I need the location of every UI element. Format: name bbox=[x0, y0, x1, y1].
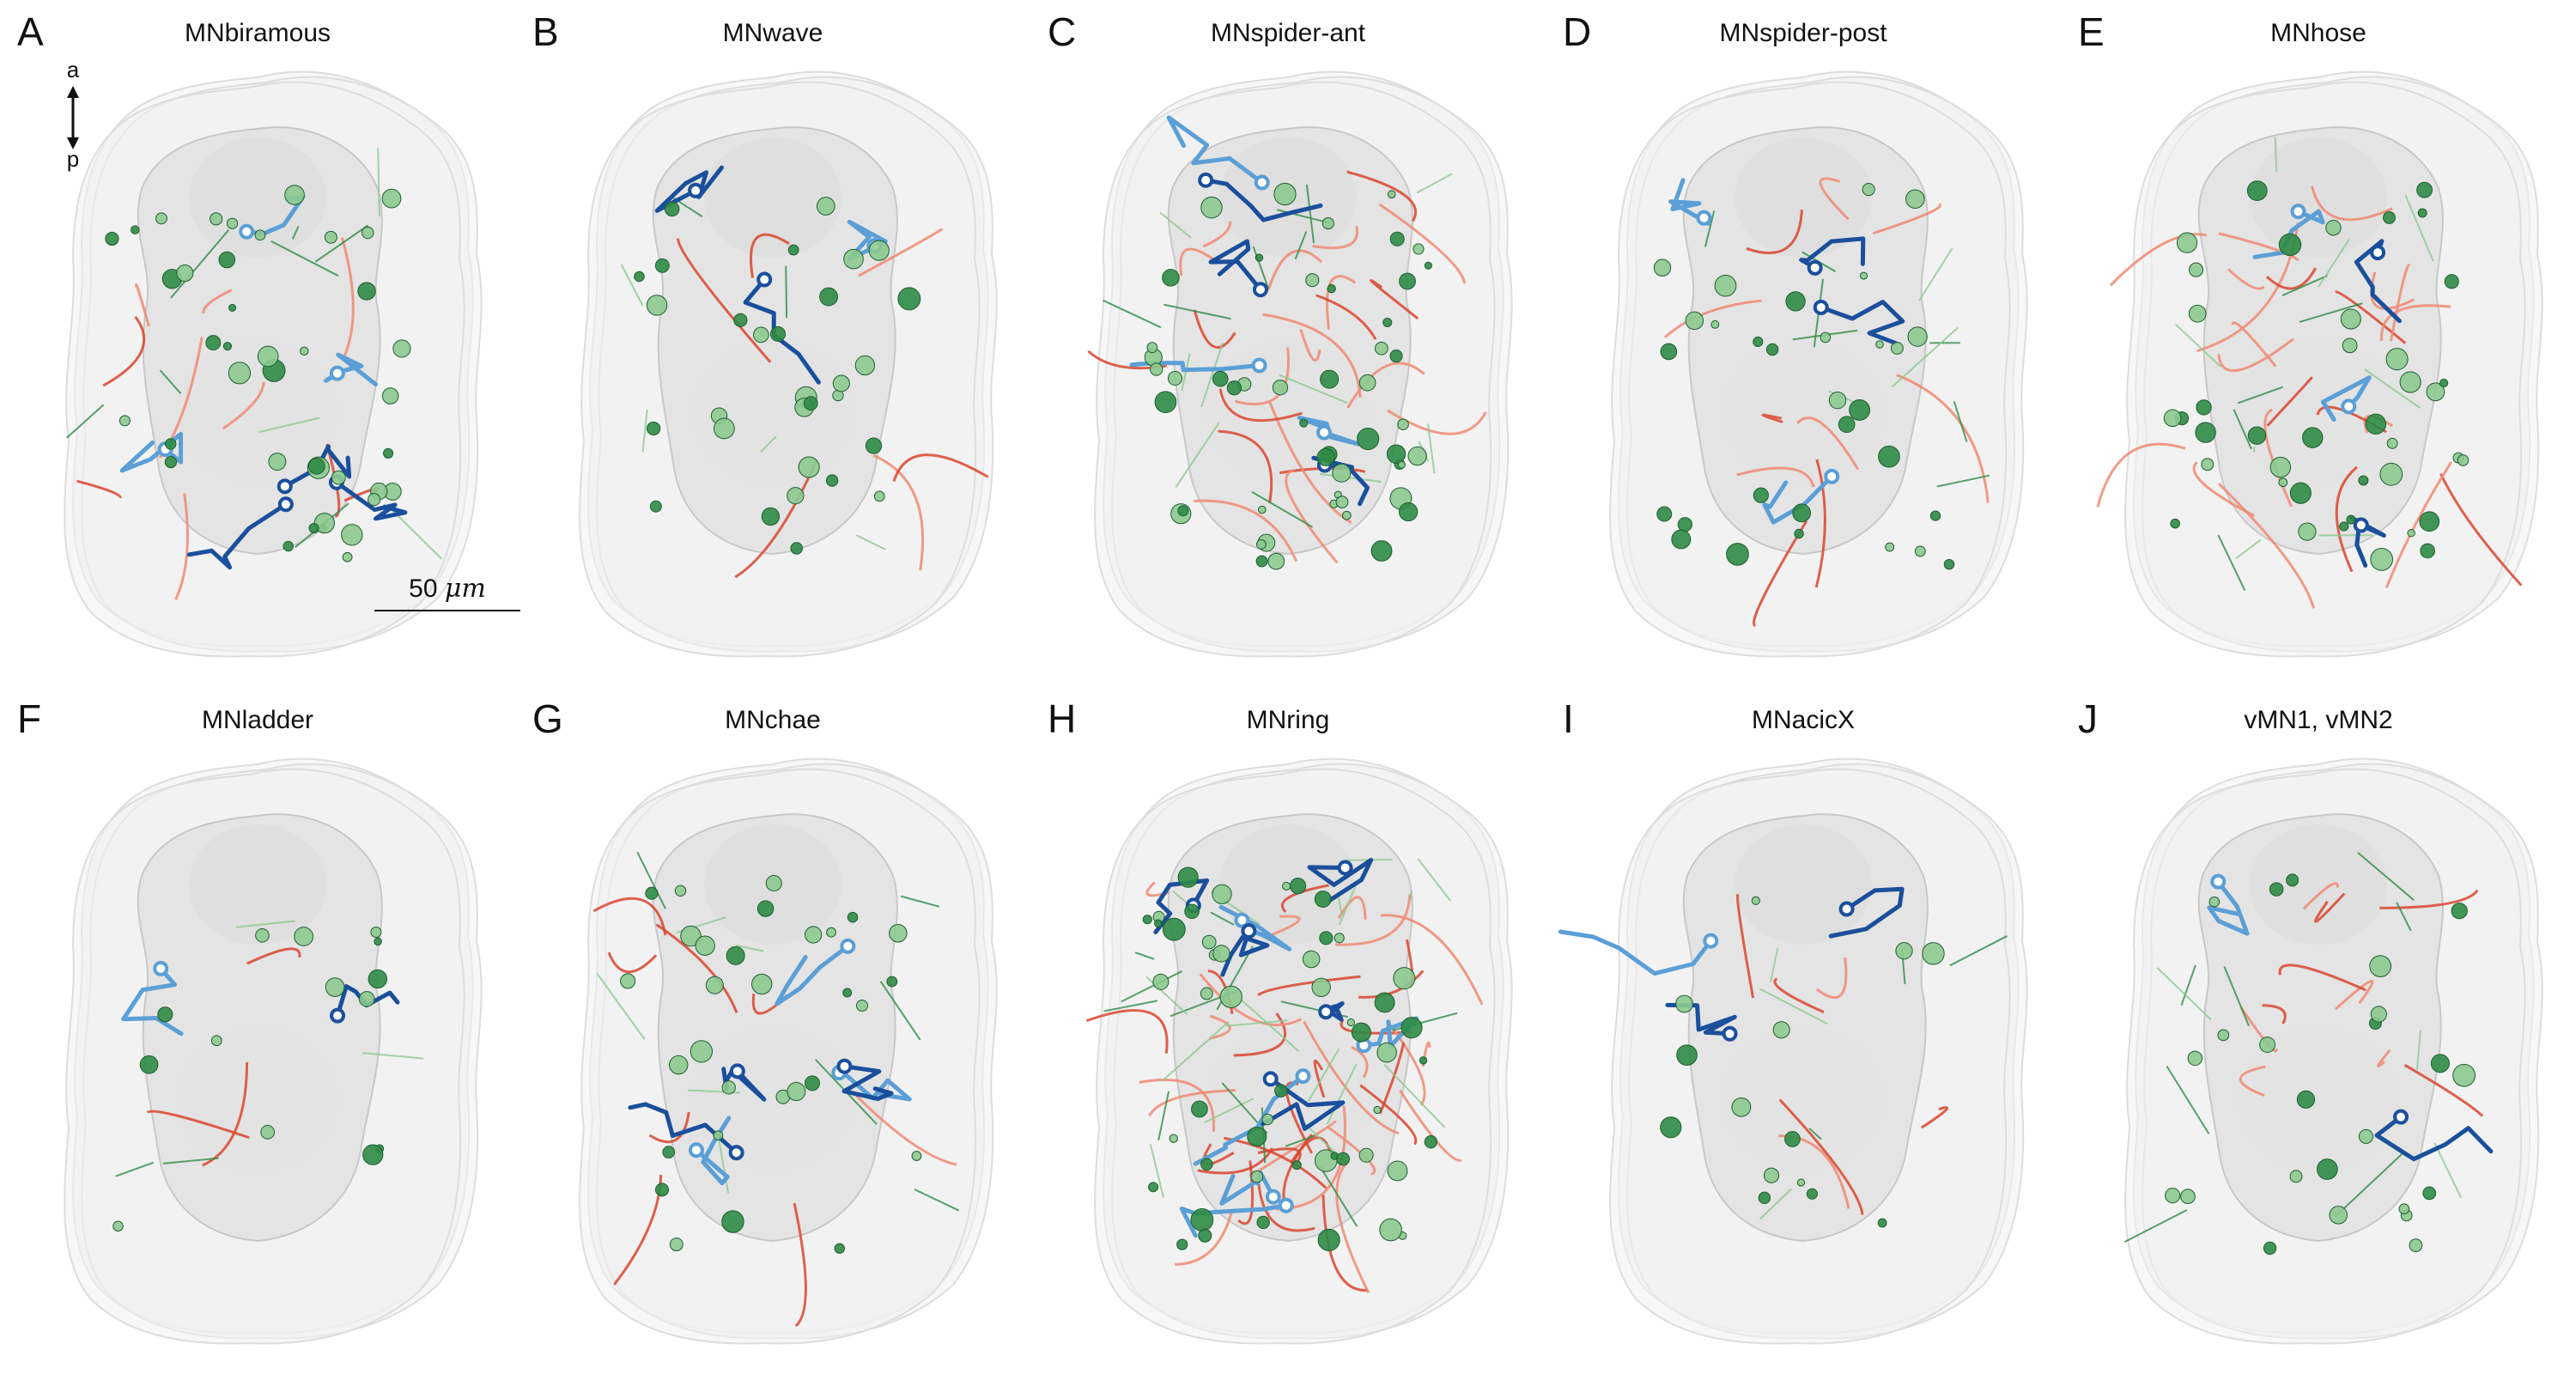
neuron-reconstruction bbox=[2096, 70, 2543, 658]
panel-d: D MNspider-post bbox=[1546, 0, 2061, 687]
panel-b: B MNwave bbox=[515, 0, 1030, 687]
panel-title: MNring bbox=[1246, 706, 1330, 734]
panel-letter: B bbox=[532, 9, 559, 54]
neuron-reconstruction bbox=[64, 757, 483, 1345]
neuron-reconstruction bbox=[64, 70, 483, 658]
panel-letter: I bbox=[1563, 696, 1574, 741]
panel-c: C MNspider-ant bbox=[1030, 0, 1546, 687]
posterior-label: p bbox=[66, 146, 80, 172]
panel-title: MNwave bbox=[722, 19, 823, 47]
panel-a: A MNbiramous a p 50 μm bbox=[0, 0, 520, 687]
panel-title: vMN1, vMN2 bbox=[2244, 706, 2393, 734]
panel-letter: F bbox=[17, 696, 42, 741]
neuron-reconstruction bbox=[1609, 70, 2028, 658]
neuron-reconstruction bbox=[579, 70, 998, 658]
panel-letter: J bbox=[2078, 696, 2098, 741]
scale-bar-line bbox=[374, 610, 520, 611]
orientation-indicator: a p bbox=[60, 57, 86, 177]
panel-e: E MNhose bbox=[2061, 0, 2576, 687]
panel-g: G MNchae bbox=[515, 687, 1030, 1374]
panel-title: MNspider-post bbox=[1719, 19, 1887, 47]
panel-f: F MNladder bbox=[0, 687, 515, 1374]
panel-h: H MNring bbox=[1030, 687, 1546, 1374]
neuron-reconstruction bbox=[2123, 757, 2543, 1345]
anterior-label: a bbox=[66, 57, 80, 82]
panel-letter: D bbox=[1563, 9, 1592, 54]
scale-bar-value: 50 bbox=[409, 575, 438, 603]
panel-j: J vMN1, vMN2 bbox=[2061, 687, 2576, 1374]
scale-bar: 50 μm bbox=[374, 574, 520, 625]
panel-letter: H bbox=[1048, 696, 1077, 741]
panel-title: MNladder bbox=[201, 706, 314, 734]
panel-title: MNacicX bbox=[1751, 706, 1855, 734]
panel-title: MNbiramous bbox=[184, 19, 331, 47]
neuron-reconstruction bbox=[579, 757, 998, 1345]
neuron-reconstruction bbox=[1087, 70, 1513, 658]
panel-letter: E bbox=[2078, 9, 2105, 54]
scale-bar-label: 50 μm bbox=[374, 574, 520, 604]
panel-letter: G bbox=[532, 696, 563, 741]
panel-title: MNspider-ant bbox=[1210, 19, 1366, 47]
double-arrow-icon bbox=[67, 86, 79, 149]
panel-title: MNhose bbox=[2270, 19, 2366, 47]
panel-letter: C bbox=[1048, 9, 1077, 54]
panel-i: I MNacicX bbox=[1546, 687, 2061, 1374]
scale-bar-unit: μm bbox=[444, 574, 486, 604]
neuron-reconstruction bbox=[1085, 757, 1513, 1345]
panel-letter: A bbox=[17, 9, 44, 54]
panel-title: MNchae bbox=[725, 706, 821, 734]
neuron-reconstruction bbox=[1558, 757, 2028, 1345]
